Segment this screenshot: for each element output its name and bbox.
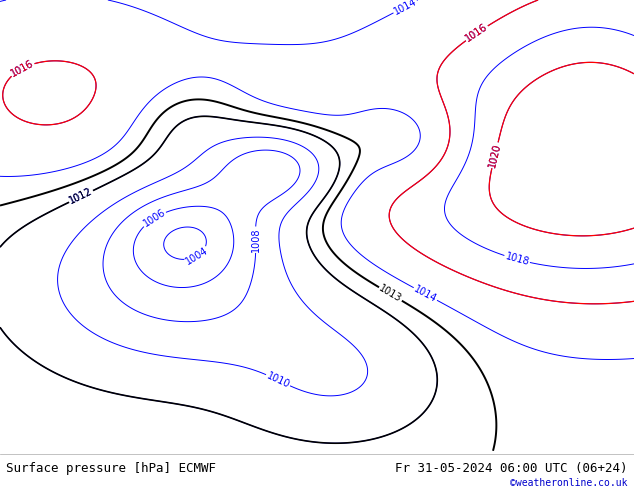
Text: 1008: 1008 (250, 227, 261, 252)
Text: 1016: 1016 (463, 22, 489, 44)
Text: 1012: 1012 (68, 187, 94, 206)
Text: Fr 31-05-2024 06:00 UTC (06+24): Fr 31-05-2024 06:00 UTC (06+24) (395, 462, 628, 475)
Text: 1016: 1016 (9, 58, 36, 79)
Text: 1014: 1014 (392, 0, 418, 17)
Text: 1012: 1012 (68, 187, 94, 206)
Text: 1016: 1016 (463, 22, 489, 44)
Text: 1016: 1016 (9, 58, 36, 79)
Text: Surface pressure [hPa] ECMWF: Surface pressure [hPa] ECMWF (6, 462, 216, 475)
Text: 1020: 1020 (488, 142, 503, 169)
Text: 1013: 1013 (377, 284, 403, 304)
Text: ©weatheronline.co.uk: ©weatheronline.co.uk (510, 478, 628, 488)
Text: 1004: 1004 (184, 245, 210, 267)
Text: 1020: 1020 (488, 142, 503, 169)
Text: 1006: 1006 (141, 207, 167, 229)
Text: 1010: 1010 (265, 370, 291, 390)
Text: 1018: 1018 (504, 251, 530, 268)
Text: 1014: 1014 (412, 284, 439, 304)
